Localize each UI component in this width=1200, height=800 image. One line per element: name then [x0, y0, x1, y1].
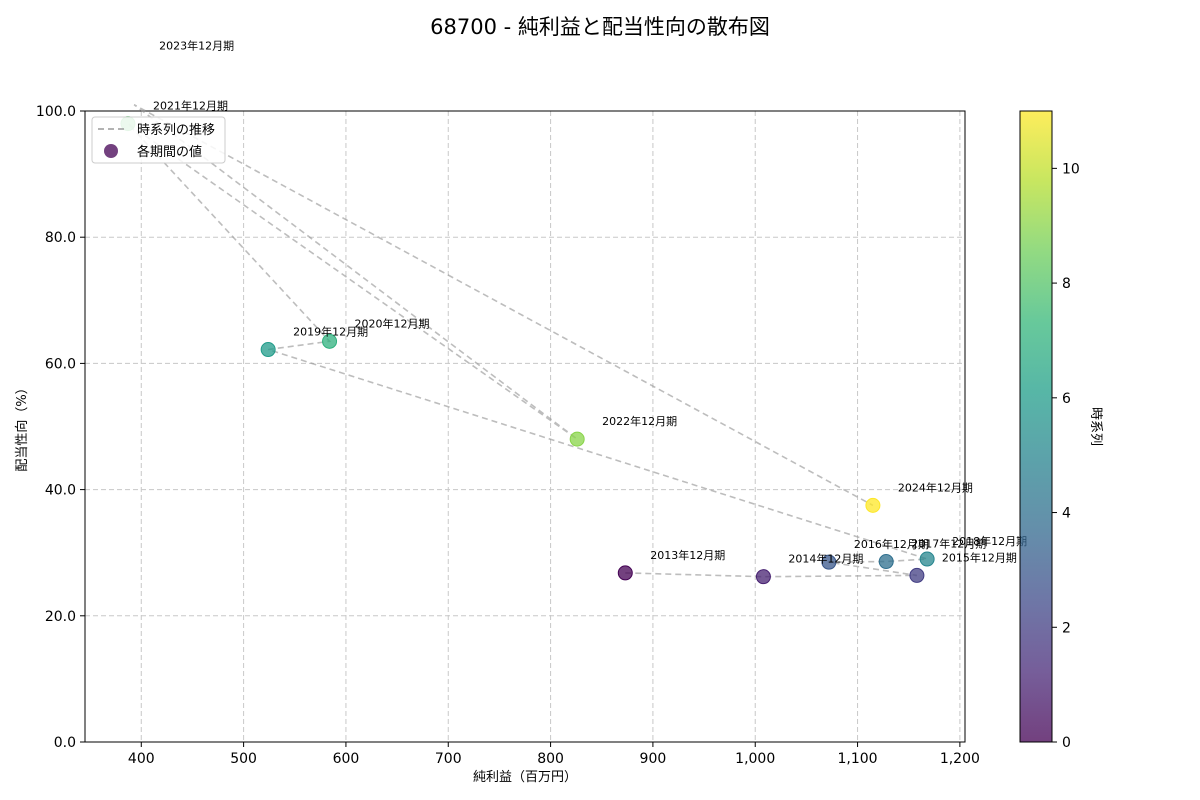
point-label: 2014年12月期 — [788, 552, 863, 566]
data-point — [919, 551, 935, 567]
legend-marker-swatch — [104, 144, 118, 158]
colorbar: 0 2 4 6 8 10 時系列 — [1019, 110, 1103, 751]
x-tick-label: 700 — [435, 751, 462, 767]
legend-label: 各期間の値 — [137, 144, 202, 160]
data-point — [322, 333, 338, 349]
point-label: 2022年12月期 — [602, 414, 677, 428]
data-point — [865, 497, 881, 513]
time-series-path — [127, 103, 928, 578]
data-points — [120, 116, 935, 585]
legend-box — [91, 116, 226, 164]
x-tick-label: 1,100 — [838, 751, 878, 767]
point-annotations: 2013年12月期 2014年12月期 2015年12月期 2016年12月期2017… — [153, 39, 1027, 566]
colorbar-tick-label: 2 — [1062, 620, 1071, 636]
data-point — [617, 565, 633, 581]
colorbar-title: 時系列 — [1088, 407, 1103, 446]
point-label: 2017年12月期 — [911, 537, 986, 551]
y-axis-title: 配当性向（%） — [14, 381, 30, 471]
colorbar-tick-label: 10 — [1062, 161, 1080, 177]
point-label: 2020年12月期 — [355, 316, 430, 330]
grid — [85, 110, 965, 743]
y-tick-label: 80.0 — [45, 230, 76, 246]
x-tick-label: 1,200 — [940, 751, 980, 767]
plot-area — [84, 110, 966, 743]
data-point — [821, 554, 837, 570]
point-label: 2015年12月期 — [942, 550, 1017, 564]
x-axis-title: 純利益（百万円） — [473, 770, 577, 785]
data-point — [755, 569, 771, 585]
data-point — [569, 431, 585, 447]
x-tick-label: 500 — [230, 751, 257, 767]
data-point — [878, 554, 894, 570]
x-tick-label: 400 — [128, 751, 155, 767]
point-label: 2023年12月期 — [159, 39, 234, 53]
y-tick-label: 100.0 — [36, 104, 76, 120]
point-label: 2024年12月期 — [898, 480, 973, 494]
trend-line — [127, 103, 928, 578]
colorbar-tick-label: 8 — [1062, 276, 1071, 292]
point-label: 2021年12月期 — [153, 99, 228, 113]
colorbar-tick-label: 6 — [1062, 391, 1071, 407]
colorbar-tick-label: 0 — [1062, 735, 1071, 751]
y-tick-label: 60.0 — [45, 356, 76, 372]
colorbar-gradient — [1019, 110, 1053, 743]
colorbar-tick-label: 4 — [1062, 506, 1071, 522]
axis-ticks: 400 500 600 700 800 900 1,000 1,100 1,200 0.0 20.0… — [36, 104, 980, 767]
y-tick-label: 40.0 — [45, 483, 76, 499]
y-tick-label: 0.0 — [54, 735, 76, 751]
x-tick-label: 800 — [537, 751, 564, 767]
data-point — [909, 567, 925, 583]
point-label: 2013年12月期 — [650, 548, 725, 562]
x-tick-label: 600 — [333, 751, 360, 767]
x-tick-label: 900 — [640, 751, 667, 767]
legend-label: 時系列の推移 — [137, 123, 215, 138]
chart-title: 68700 - 純利益と配当性向の散布図 — [430, 15, 770, 39]
data-point — [260, 342, 276, 358]
x-tick-label: 1,000 — [735, 751, 775, 767]
point-label: 2016年12月期 — [854, 537, 929, 551]
point-label: 2019年12月期 — [293, 325, 368, 339]
y-tick-label: 20.0 — [45, 609, 76, 625]
point-label: 2018年12月期 — [952, 534, 1027, 548]
